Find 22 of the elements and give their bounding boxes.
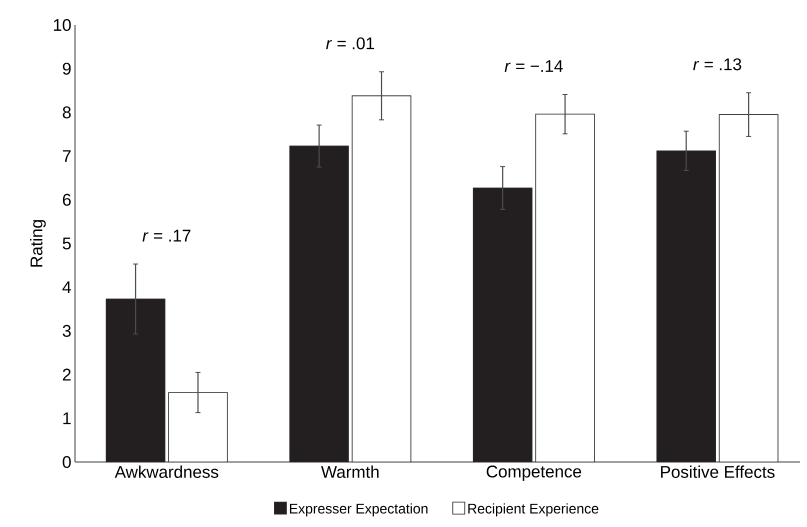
y-tick-label: 7	[62, 150, 71, 162]
x-tick-label: Warmth	[321, 466, 379, 478]
annotation: r = .17	[142, 230, 190, 242]
y-tick-label: 3	[62, 324, 71, 337]
y-tick-label: 1	[63, 412, 71, 424]
y-tick-label: 6	[62, 194, 71, 206]
y-tick-label: 0	[62, 456, 71, 468]
x-tick-label: Competence	[486, 466, 582, 481]
annotation: r = .13	[693, 58, 742, 70]
y-tick-label: 5	[62, 238, 71, 250]
y-tick-label: 4	[62, 281, 71, 294]
annotation: r = .01	[326, 37, 374, 50]
annotation: r = −.14	[504, 60, 563, 72]
legend-label: Expresser Expectation	[290, 503, 428, 516]
y-tick-label: 2	[62, 368, 71, 381]
legend-label: Recipient Experience	[468, 503, 598, 516]
y-tick-label: 8	[62, 106, 71, 118]
y-tick-label: 10	[54, 18, 71, 31]
x-tick-label: Positive Effects	[661, 466, 775, 478]
y-axis-title: Rating	[30, 220, 46, 267]
x-tick-label: Awkwardness	[114, 466, 218, 478]
y-tick-label: 9	[62, 62, 71, 75]
